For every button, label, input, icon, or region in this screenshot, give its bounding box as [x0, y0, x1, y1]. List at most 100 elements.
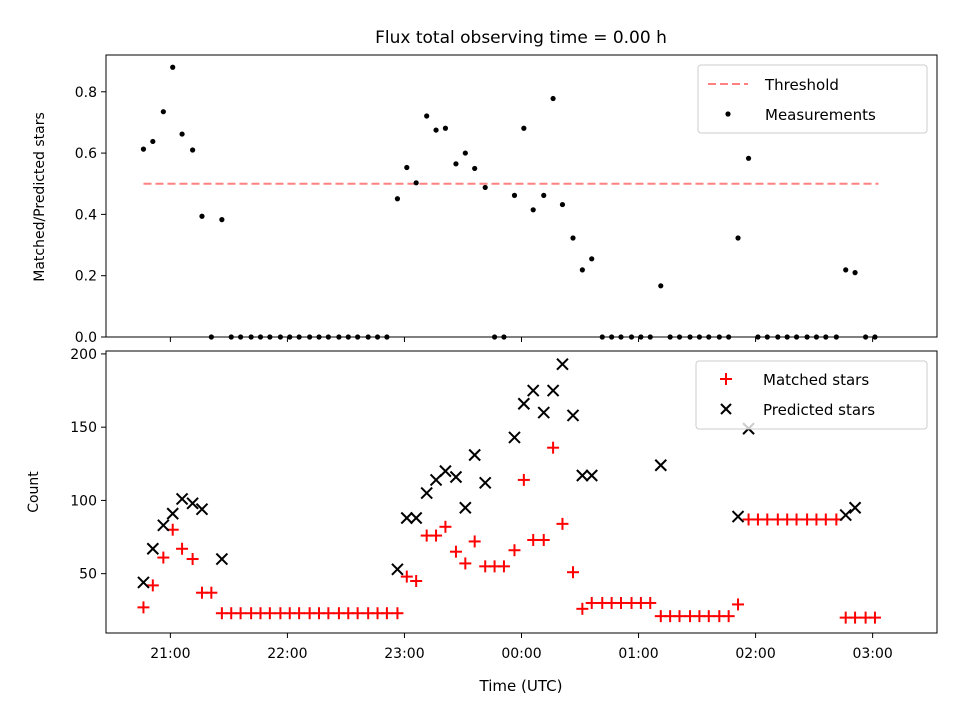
predicted-point: [556, 357, 569, 371]
measurement-point: [424, 113, 430, 119]
measurement-point: [579, 267, 585, 273]
matched-point: [868, 611, 881, 624]
matched-point: [819, 513, 832, 526]
top-y-axis-label: Matched/Predicted stars: [32, 112, 48, 282]
measurement-point: [190, 147, 196, 153]
matched-point: [585, 596, 598, 609]
top-y-axis: 0.0 0.2 0.4 0.6 0.8: [75, 85, 106, 346]
x-tick-label: 02:00: [735, 646, 775, 662]
measurement-point: [140, 146, 147, 152]
measurement-point: [482, 184, 488, 191]
matched-point: [722, 610, 735, 623]
bottom-y-tick-label: 200: [70, 347, 97, 363]
legend-predicted-swatch: [720, 403, 732, 415]
matched-point: [449, 545, 462, 558]
matched-point: [790, 513, 803, 526]
predicted-point: [546, 384, 560, 397]
matched-point: [380, 607, 393, 620]
predicted-point: [848, 501, 862, 514]
matched-point: [430, 529, 443, 542]
measurement-point: [404, 164, 410, 171]
matched-point: [527, 533, 540, 546]
predicted-point: [420, 486, 433, 500]
measurement-point: [472, 165, 478, 172]
predicted-point: [409, 511, 423, 525]
measurement-point: [219, 217, 225, 223]
predicted-point: [137, 576, 150, 589]
measurement-point: [658, 283, 664, 289]
measurement-point: [745, 155, 752, 161]
bottom-legend-box: [695, 360, 928, 430]
measurement-point: [570, 235, 576, 241]
x-tick-label: 01:00: [618, 646, 658, 662]
measurement-point: [852, 270, 858, 276]
matched-point: [556, 517, 569, 530]
top-x-axis: [169, 337, 874, 342]
matched-point: [137, 601, 150, 614]
matched-point: [186, 553, 199, 566]
matched-point: [644, 596, 657, 609]
x-tick-label: 21:00: [150, 646, 190, 662]
legend-measurements-swatch: [725, 111, 731, 117]
measurement-point: [559, 201, 566, 208]
predicted-point: [195, 503, 209, 516]
predicted-point: [576, 469, 589, 482]
bottom-marks: [137, 357, 881, 624]
bottom-y-axis-label: Count: [26, 471, 42, 513]
predicted-point: [449, 470, 463, 484]
legend-threshold-label: Threshold: [764, 76, 839, 94]
measurement-point: [150, 138, 156, 145]
measurement-point: [589, 256, 595, 262]
matched-point: [517, 473, 530, 486]
measurement-point: [843, 267, 849, 273]
matched-point: [176, 542, 189, 555]
matched-point: [849, 611, 862, 624]
matched-point: [761, 513, 774, 526]
legend-measurements-label: Measurements: [765, 106, 876, 124]
top-y-tick-label: 0.2: [75, 269, 97, 285]
measurement-point: [511, 192, 518, 198]
predicted-point: [391, 563, 404, 576]
top-y-tick-label: 0.4: [75, 207, 97, 223]
measurement-point: [735, 235, 741, 241]
bottom-panel: Count 50 100 150 200 21:00 22:00 23:00 00:00 01…: [26, 347, 938, 662]
matched-point: [497, 560, 510, 573]
matched-point: [702, 610, 715, 623]
measurement-point: [394, 196, 401, 202]
matched-point: [391, 607, 404, 620]
matched-point: [322, 607, 335, 620]
predicted-point: [731, 510, 745, 523]
bottom-x-axis: 21:00 22:00 23:00 00:00 01:00 02:00 03:00: [150, 633, 893, 662]
matched-point: [410, 574, 423, 587]
matched-point: [673, 610, 686, 623]
x-axis-label: Time (UTC): [479, 677, 563, 695]
measurement-point: [160, 109, 166, 115]
legend-matched-swatch: [720, 373, 732, 385]
top-y-tick-label: 0.8: [75, 85, 97, 101]
predicted-point: [215, 552, 229, 566]
chart-title: Flux total observing time = 0.00 h: [375, 28, 667, 48]
matched-point: [351, 607, 364, 620]
top-y-tick-label: 0.6: [75, 146, 97, 162]
matched-point: [468, 535, 481, 548]
measurement-point: [550, 95, 556, 102]
predicted-point: [157, 519, 170, 532]
bottom-axes-frame: [105, 350, 938, 634]
matched-point: [293, 607, 306, 620]
legend-matched-label: Matched stars: [763, 371, 869, 389]
top-legend-box: [697, 64, 928, 134]
measurement-point: [433, 127, 439, 133]
matched-point: [234, 607, 247, 620]
legend-predicted-label: Predicted stars: [763, 401, 875, 419]
matched-point: [263, 607, 276, 620]
measurement-point: [199, 213, 205, 219]
matched-point: [459, 557, 472, 570]
matched-point: [205, 586, 218, 599]
bottom-y-tick-label: 150: [70, 420, 97, 436]
measurement-point: [530, 207, 536, 213]
bottom-y-tick-label: 100: [70, 493, 97, 509]
predicted-point: [175, 492, 189, 506]
predicted-point: [508, 431, 521, 444]
measurement-point: [521, 125, 527, 131]
